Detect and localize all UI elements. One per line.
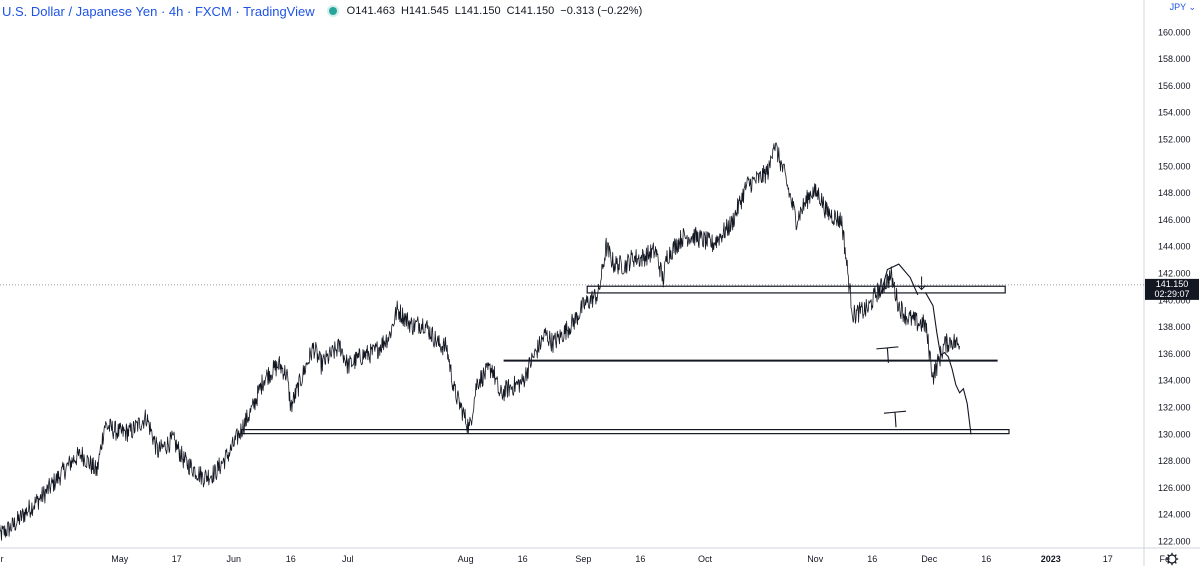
projection-path-3 (924, 292, 972, 435)
close-label: C (506, 5, 515, 17)
y-tick-label: 158.000 (1158, 54, 1191, 64)
x-tick-label: Dec (921, 554, 938, 564)
down-arrow-7 (917, 276, 926, 291)
x-tick-label: 17 (1103, 554, 1113, 564)
close-number: 141.150 (514, 5, 555, 17)
open-label: O (346, 5, 356, 17)
target-marker-6 (883, 410, 907, 428)
x-tick-label: Jul (342, 554, 354, 564)
x-tick-label: Sep (575, 554, 591, 564)
low-value: L141.150 (455, 5, 501, 17)
currency-label: JPY (1169, 2, 1186, 12)
chart-title[interactable]: U.S. Dollar / Japanese Yen · 4h · FXCM ·… (2, 3, 315, 19)
x-tick-label: 16 (518, 554, 528, 564)
chart-header: U.S. Dollar / Japanese Yen · 4h · FXCM ·… (0, 0, 642, 22)
x-tick-label: May (111, 554, 129, 564)
y-tick-label: 142.000 (1158, 269, 1191, 279)
y-tick-label: 136.000 (1158, 349, 1191, 359)
y-tick-label: 124.000 (1158, 510, 1191, 520)
y-tick-label: 140.000 (1158, 295, 1191, 305)
low-label: L (454, 5, 461, 17)
high-number: 141.545 (408, 5, 449, 17)
x-tick-label: Jun (227, 554, 242, 564)
target-marker-5 (876, 346, 899, 363)
y-tick-label: 126.000 (1158, 483, 1191, 493)
x-tick-label: 16 (635, 554, 645, 564)
y-tick-label: 156.000 (1158, 81, 1191, 91)
high-label: H (400, 5, 409, 17)
price-line (0, 142, 960, 541)
y-tick-label: 132.000 (1158, 403, 1191, 413)
settings-gear-icon-tooth (1167, 554, 1170, 557)
y-tick-label: 134.000 (1158, 376, 1191, 386)
y-tick-label: 160.000 (1158, 27, 1191, 37)
currency-dropdown[interactable]: JPY ⌄ (1170, 2, 1196, 13)
high-value: H141.545 (401, 5, 449, 17)
y-tick-label: 148.000 (1158, 188, 1191, 198)
y-tick-label: 144.000 (1158, 242, 1191, 252)
x-tick-label: 16 (981, 554, 991, 564)
price-series-layer (0, 142, 960, 541)
y-tick-label: 152.000 (1158, 135, 1191, 145)
support-zone-box-0 (586, 285, 1006, 294)
x-tick-label: 16 (286, 554, 296, 564)
x-tick-label: Nov (807, 554, 824, 564)
market-status-icon (328, 7, 337, 15)
x-tick-label: Oct (698, 554, 713, 564)
current-price-text: 141.150 (1156, 279, 1189, 289)
settings-gear-icon-tooth (1174, 554, 1177, 557)
x-tick-label: 16 (867, 554, 877, 564)
y-tick-label: 146.000 (1158, 215, 1191, 225)
x-tick-label: 17 (172, 554, 182, 564)
x-tick-label: 2023 (1041, 554, 1061, 564)
y-tick-label: 122.000 (1158, 537, 1191, 547)
y-tick-label: 128.000 (1158, 456, 1191, 466)
open-number: 141.463 (355, 5, 395, 17)
low-number: 141.150 (460, 5, 501, 17)
drawings-layer (240, 263, 1010, 435)
settings-gear-icon-tooth (1174, 561, 1177, 564)
current-price-badge (1145, 278, 1199, 300)
y-tick-label: 150.000 (1158, 161, 1191, 171)
y-tick-label: 130.000 (1158, 429, 1191, 439)
countdown-text: 02:29:07 (1154, 289, 1189, 299)
x-tick-label: Aug (458, 554, 474, 564)
x-tick-label: Fe (1160, 554, 1171, 564)
y-tick-label: 138.000 (1158, 322, 1191, 332)
settings-gear-icon-tooth (1167, 561, 1170, 564)
y-tick-label: 154.000 (1158, 108, 1191, 118)
x-tick-label: r (1, 554, 4, 564)
open-value: O141.463 (347, 5, 395, 17)
change-value: −0.313 (−0.22%) (560, 5, 643, 17)
support-zone-box-2 (240, 429, 1010, 435)
close-value: C141.150 (507, 5, 555, 17)
chevron-down-icon: ⌄ (1188, 2, 1196, 12)
